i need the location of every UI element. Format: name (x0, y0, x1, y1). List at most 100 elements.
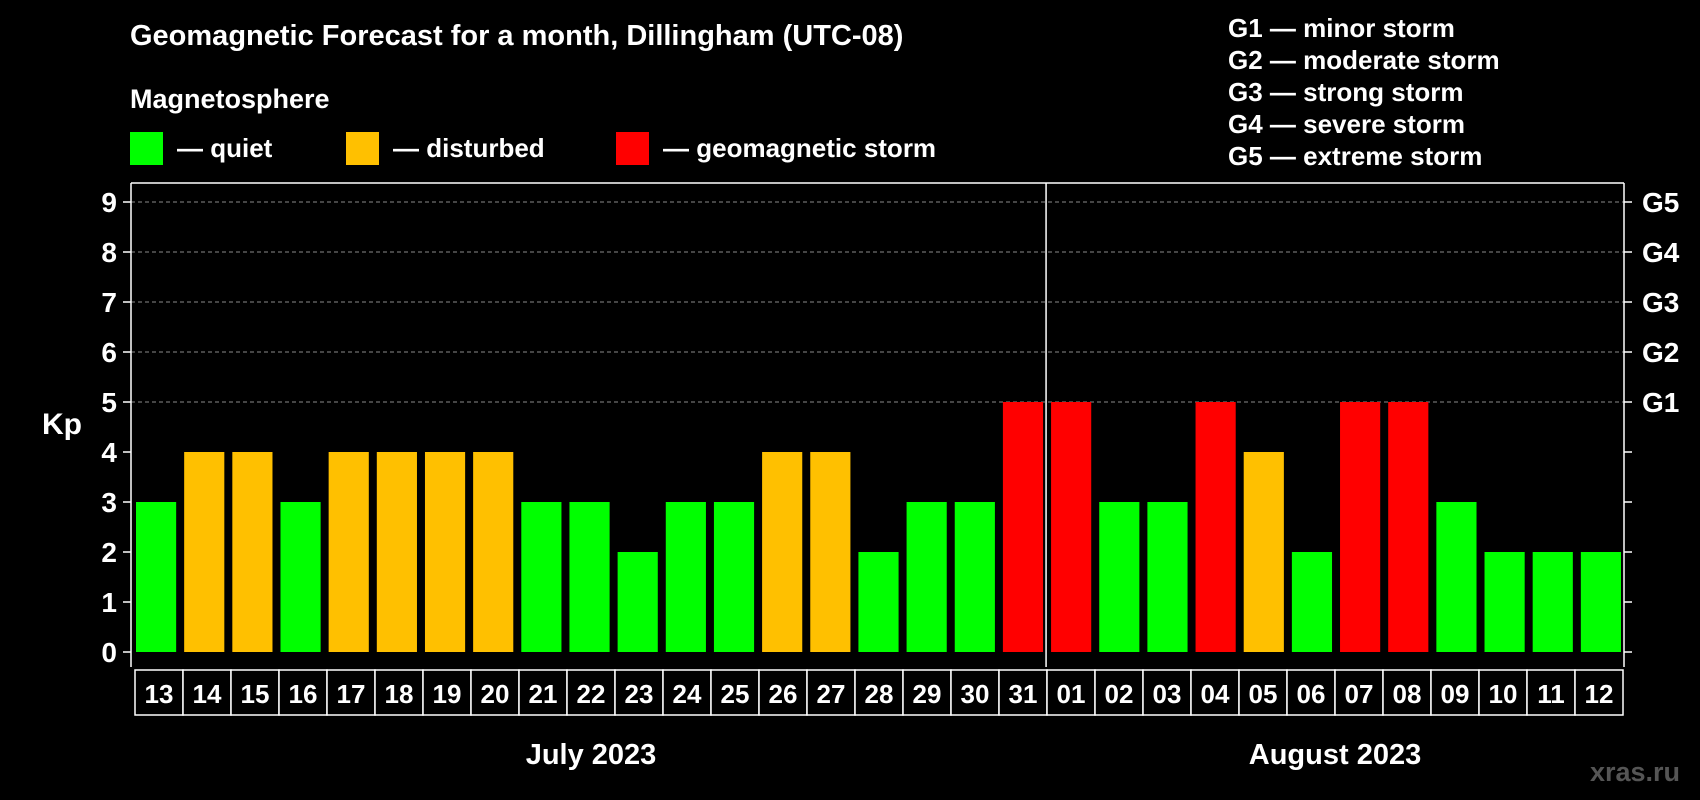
chart-title: Geomagnetic Forecast for a month, Dillin… (130, 20, 904, 52)
legend-label-quiet: — quiet (177, 132, 273, 163)
legend-swatch-quiet (130, 131, 163, 165)
x-tick-box-08 (1382, 669, 1432, 716)
x-tick-label-30: 30 (961, 679, 990, 709)
bar-14 (184, 452, 225, 652)
y-tick-label-0: 0 (101, 637, 117, 668)
bar-28 (858, 552, 899, 652)
x-tick-box-10 (1478, 669, 1528, 716)
y-tick-label-6: 6 (101, 337, 117, 368)
magnetosphere-label: Magnetosphere (130, 84, 330, 114)
bar-12 (1580, 552, 1621, 652)
x-tick-label-18: 18 (385, 679, 414, 709)
x-tick-box-17 (326, 669, 376, 716)
x-tick-box-03 (1142, 669, 1192, 716)
legend-swatch-storm (616, 131, 649, 165)
x-tick-label-02: 02 (1105, 679, 1134, 709)
x-tick-box-14 (182, 669, 232, 716)
x-tick-box-12 (1574, 669, 1624, 716)
month-labels: July 2023 August 2023 (526, 739, 1422, 771)
y-tick-label-4: 4 (101, 437, 117, 468)
x-tick-label-19: 19 (433, 679, 462, 709)
legend-item-quiet: — quiet (130, 130, 272, 166)
right-label-G1: G1 (1642, 387, 1679, 418)
x-tick-label-22: 22 (577, 679, 606, 709)
y-tick-label-5: 5 (101, 387, 117, 418)
legend-label-storm: — geomagnetic storm (663, 132, 937, 163)
x-tick-label-28: 28 (865, 679, 894, 709)
x-tick-labels: 13 14 15 16 17 18 19 20 21 22 23 24 25 26 27 28 29 30 31 01… (134, 669, 1624, 716)
x-tick-label-04: 04 (1201, 679, 1230, 709)
right-label-G2: G2 (1642, 337, 1679, 368)
storm-scale-list: G1 — minor storm G2 — moderate storm G3 … (1228, 12, 1500, 172)
x-tick-box-31 (998, 669, 1048, 716)
x-tick-label-12: 12 (1585, 679, 1614, 709)
plot-frame (123, 182, 1632, 667)
storm-scale-g5: G5 — extreme storm (1228, 141, 1483, 171)
bar-04 (1195, 402, 1236, 652)
right-label-G4: G4 (1642, 237, 1680, 268)
bar-25 (713, 502, 755, 652)
x-tick-box-23 (614, 669, 664, 716)
x-tick-box-26 (758, 669, 808, 716)
y-tick-label-2: 2 (101, 537, 117, 568)
y-tick-label-8: 8 (101, 237, 117, 268)
x-tick-label-07: 07 (1345, 679, 1374, 709)
x-tick-box-28 (854, 669, 904, 716)
x-tick-label-15: 15 (241, 679, 270, 709)
bar-01 (1051, 402, 1092, 652)
x-tick-box-18 (374, 669, 424, 716)
bar-29 (906, 502, 947, 652)
bar-02 (1099, 502, 1140, 652)
storm-scale-g4: G4 — severe storm (1228, 109, 1466, 139)
bar-22 (569, 502, 610, 652)
watermark: xras.ru (1589, 757, 1680, 787)
x-tick-label-31: 31 (1009, 679, 1038, 709)
bar-03 (1147, 502, 1188, 652)
x-tick-label-29: 29 (913, 679, 942, 709)
x-tick-box-09 (1430, 669, 1480, 716)
storm-scale-g1: G1 — minor storm (1228, 13, 1455, 43)
x-tick-box-21 (518, 669, 568, 716)
right-axis-labels: G1 G2 G3 G4 G5 (1642, 187, 1680, 418)
bar-23 (617, 552, 658, 652)
legend-swatch-disturbed (346, 131, 379, 165)
month-label-1: August 2023 (1249, 739, 1421, 771)
y-tick-label-1: 1 (101, 587, 117, 618)
x-tick-box-07 (1334, 669, 1384, 716)
bar-06 (1291, 552, 1333, 652)
x-tick-box-06 (1286, 669, 1336, 716)
grid-lines (131, 201, 1624, 403)
storm-scale-g3: G3 — strong storm (1228, 77, 1464, 107)
x-tick-label-17: 17 (337, 679, 366, 709)
bar-26 (762, 452, 803, 652)
bar-30 (954, 502, 995, 652)
x-tick-box-27 (806, 669, 856, 716)
bar-09 (1436, 502, 1477, 652)
y-axis-label: Kp (42, 408, 82, 441)
x-tick-label-25: 25 (721, 679, 750, 709)
x-tick-box-22 (566, 669, 616, 716)
x-tick-label-24: 24 (673, 679, 702, 709)
bar-11 (1532, 552, 1573, 652)
x-tick-box-24 (662, 669, 712, 716)
bar-19 (424, 452, 466, 652)
bar-16 (280, 502, 321, 652)
x-tick-label-13: 13 (145, 679, 174, 709)
x-tick-label-10: 10 (1489, 679, 1518, 709)
x-tick-label-11: 11 (1537, 679, 1565, 709)
x-tick-label-09: 09 (1441, 679, 1470, 709)
x-tick-label-27: 27 (817, 679, 846, 709)
y-tick-labels: 0 1 2 3 4 5 6 7 8 9 (101, 187, 117, 668)
x-tick-label-21: 21 (529, 679, 558, 709)
x-tick-box-30 (950, 669, 1000, 716)
storm-scale-g2: G2 — moderate storm (1228, 45, 1500, 75)
month-label-0: July 2023 (526, 739, 657, 771)
bar-20 (473, 452, 514, 652)
legend-item-disturbed: — disturbed (346, 130, 545, 166)
x-tick-label-23: 23 (625, 679, 654, 709)
legend-item-storm: — geomagnetic storm (616, 130, 936, 166)
bar-05 (1243, 452, 1284, 652)
x-tick-box-19 (422, 669, 472, 716)
bar-31 (1002, 402, 1044, 652)
y-tick-label-3: 3 (101, 487, 117, 518)
